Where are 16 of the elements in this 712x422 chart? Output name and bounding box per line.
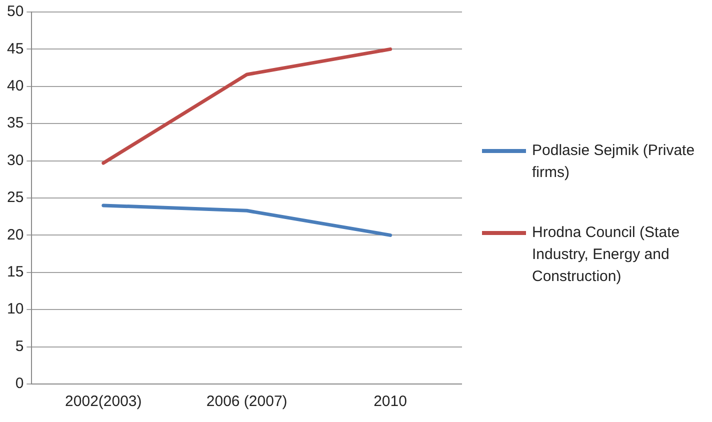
y-tick-label: 40 — [6, 78, 24, 95]
x-tick-label: 2006 (2007) — [206, 393, 288, 410]
y-tick-label: 20 — [6, 226, 24, 244]
legend-label: Podlasie Sejmik (Private firms) — [532, 141, 696, 183]
legend-label: Hrodna Council (State Industry, Energy and Construction) — [532, 223, 681, 287]
y-tick-label: 10 — [6, 300, 24, 318]
y-tick-label: 15 — [6, 264, 24, 281]
y-tick-label: 5 — [15, 338, 24, 355]
y-tick-label: 30 — [6, 152, 24, 169]
y-tick-label: 50 — [6, 3, 24, 20]
x-tick-label: 2002(2003) — [65, 393, 142, 410]
x-tick-label: 2010 — [374, 393, 407, 410]
y-tick-label: 25 — [6, 189, 24, 206]
y-tick-label: 35 — [6, 114, 24, 132]
y-tick-label: 0 — [15, 375, 24, 392]
y-tick-label: 45 — [6, 40, 24, 58]
